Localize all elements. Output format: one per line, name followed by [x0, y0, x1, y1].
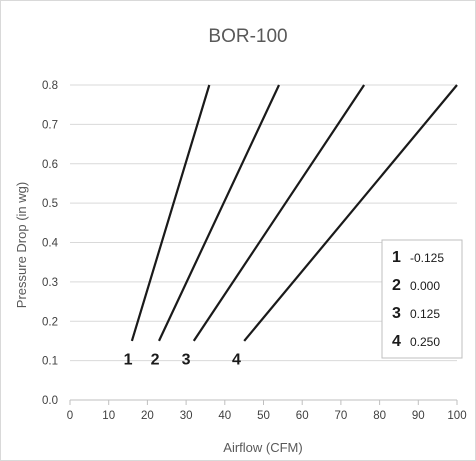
legend-entry-value: 0.250: [410, 335, 440, 349]
x-tick-label: 70: [335, 410, 348, 422]
y-tick-label: 0.1: [42, 356, 58, 368]
y-tick-label: 0.2: [42, 316, 58, 328]
legend: 1 -0.125 2 0.000 3 0.125 4 0.250: [381, 239, 463, 359]
line-label-2: 2: [151, 352, 160, 369]
y-tick-label: 0.8: [42, 80, 58, 92]
legend-entry-label: 2: [392, 277, 401, 294]
line-labels: 1 2 3 4: [124, 352, 241, 369]
series-lines: [130, 84, 458, 342]
line-label-4: 4: [232, 352, 241, 369]
legend-entry-value: 0.125: [410, 307, 440, 321]
x-tick-label: 90: [412, 410, 425, 422]
x-tick-label: 100: [447, 410, 466, 422]
x-tick-label: 50: [257, 410, 270, 422]
grid-lines: [70, 84, 457, 362]
series-line-1: [130, 84, 211, 342]
series-line-2: [158, 84, 280, 342]
y-axis-label: Pressure Drop (in wg): [14, 182, 29, 308]
x-tick-label: 0: [67, 410, 73, 422]
legend-entry-value: -0.125: [410, 251, 444, 265]
y-tick-label: 0.5: [42, 198, 58, 210]
y-tick-label: 0.7: [42, 119, 58, 131]
x-tick-label: 60: [296, 410, 309, 422]
line-label-3: 3: [182, 352, 191, 369]
legend-entry-label: 3: [392, 305, 401, 322]
x-tick-label: 10: [102, 410, 115, 422]
axes: [69, 399, 458, 405]
legend-entry-value: 0.000: [410, 279, 440, 293]
x-tick-label: 20: [141, 410, 154, 422]
tick-labels: 0.0 0.1 0.2 0.3 0.4 0.5 0.6 0.7 0.8 0 10 20 30 40 50 60…: [42, 80, 467, 422]
series-line-4: [243, 84, 458, 342]
y-tick-label: 0.0: [42, 395, 58, 407]
legend-entry-label: 4: [392, 333, 401, 350]
y-tick-label: 0.6: [42, 159, 58, 171]
y-tick-label: 0.4: [42, 238, 59, 250]
legend-entry-label: 1: [392, 249, 401, 266]
chart-title: BOR-100: [208, 26, 287, 47]
legend-box: [381, 239, 463, 359]
x-axis-label: Airflow (CFM): [223, 440, 302, 455]
line-label-1: 1: [124, 352, 133, 369]
series-line-3: [192, 84, 366, 342]
x-tick-label: 80: [373, 410, 386, 422]
y-tick-label: 0.3: [42, 277, 58, 289]
x-tick-label: 30: [180, 410, 193, 422]
x-tick-label: 40: [218, 410, 231, 422]
